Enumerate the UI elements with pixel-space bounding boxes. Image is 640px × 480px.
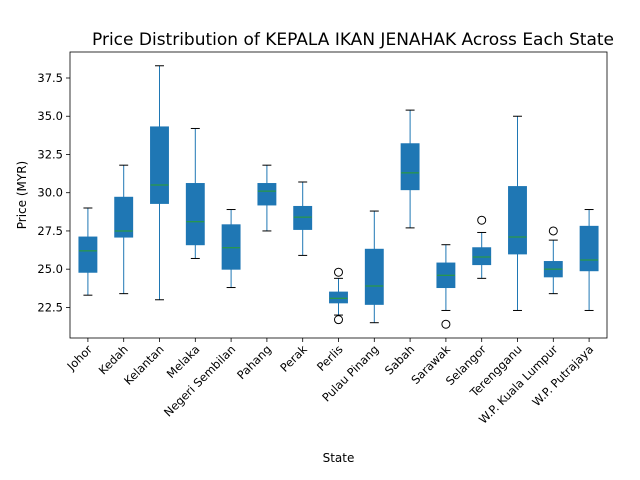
box-sabah — [400, 109, 420, 229]
box-pahang — [257, 164, 277, 232]
box-perak — [293, 181, 313, 256]
box-iqr — [400, 143, 420, 191]
outlier-point — [334, 315, 343, 325]
box-negeri-sembilan — [221, 209, 241, 289]
y-tick-label: 25.0 — [37, 262, 63, 276]
axes-frame — [69, 51, 608, 339]
box-iqr — [364, 248, 384, 305]
y-axis-label: Price (MYR) — [15, 161, 29, 229]
box-iqr — [257, 183, 277, 206]
box-iqr — [579, 225, 599, 272]
box-iqr — [508, 186, 527, 255]
box-iqr — [221, 224, 241, 270]
box-iqr — [185, 183, 205, 246]
y-tick-label: 22.5 — [37, 300, 63, 314]
box-terengganu — [508, 115, 527, 311]
y-tick-label: 30.0 — [37, 186, 63, 200]
box-sarawak — [436, 244, 456, 329]
box-kelantan — [150, 65, 169, 301]
chart-title: Price Distribution of KEPALA IKAN JENAHA… — [92, 30, 614, 50]
y-tick-label: 27.5 — [37, 224, 63, 238]
outlier-point — [441, 319, 451, 329]
box-johor — [78, 207, 98, 296]
outlier-point — [334, 267, 343, 277]
box-w-p-kuala-lumpur — [543, 226, 563, 295]
box-pulau-pinang — [364, 210, 384, 324]
box-kedah — [114, 164, 134, 295]
box-iqr — [150, 126, 169, 204]
y-tick-label: 37.5 — [37, 71, 63, 85]
outlier-point — [548, 226, 558, 236]
box-selangor — [472, 215, 492, 279]
box-iqr — [329, 291, 348, 304]
box-iqr — [472, 247, 492, 266]
box-iqr — [78, 236, 98, 273]
outlier-point — [477, 215, 487, 225]
y-tick-label: 32.5 — [37, 147, 63, 161]
box-melaka — [185, 127, 205, 259]
box-iqr — [293, 205, 313, 230]
box-w-p-putrajaya — [579, 209, 599, 311]
y-tick-label: 35.0 — [37, 109, 63, 123]
x-axis-label: State — [323, 451, 355, 465]
box-perlis — [329, 267, 348, 325]
box-iqr — [114, 196, 134, 238]
